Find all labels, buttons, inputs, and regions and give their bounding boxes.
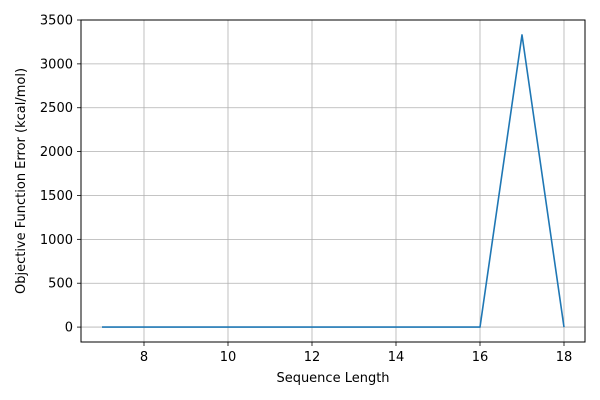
y-tick-label: 0 xyxy=(65,321,73,336)
y-axis-label: Objective Function Error (kcal/mol) xyxy=(14,68,29,294)
axes-frame xyxy=(80,19,586,343)
x-tick-label: 14 xyxy=(388,350,405,365)
y-tick-label: 1000 xyxy=(40,233,73,248)
y-tick-label: 500 xyxy=(48,277,73,292)
x-axis-label: Sequence Length xyxy=(276,371,389,386)
x-tick-label: 8 xyxy=(140,350,148,365)
y-tick-label: 3500 xyxy=(40,14,73,29)
y-tick-label: 1500 xyxy=(40,189,73,204)
x-axis-ticks: 8 10 12 14 16 18 xyxy=(140,342,572,365)
x-tick-label: 18 xyxy=(556,350,573,365)
y-axis-ticks: 0 500 1000 1500 2000 2500 3000 3500 xyxy=(40,14,81,336)
series-layer xyxy=(102,34,565,328)
series-line xyxy=(102,34,565,328)
y-tick-label: 3000 xyxy=(40,57,73,72)
x-tick-label: 10 xyxy=(220,350,237,365)
y-tick-label: 2000 xyxy=(40,145,73,160)
x-tick-label: 16 xyxy=(472,350,489,365)
grid-lines xyxy=(81,19,585,342)
y-tick-label: 2500 xyxy=(40,101,73,116)
x-tick-label: 12 xyxy=(304,350,321,365)
